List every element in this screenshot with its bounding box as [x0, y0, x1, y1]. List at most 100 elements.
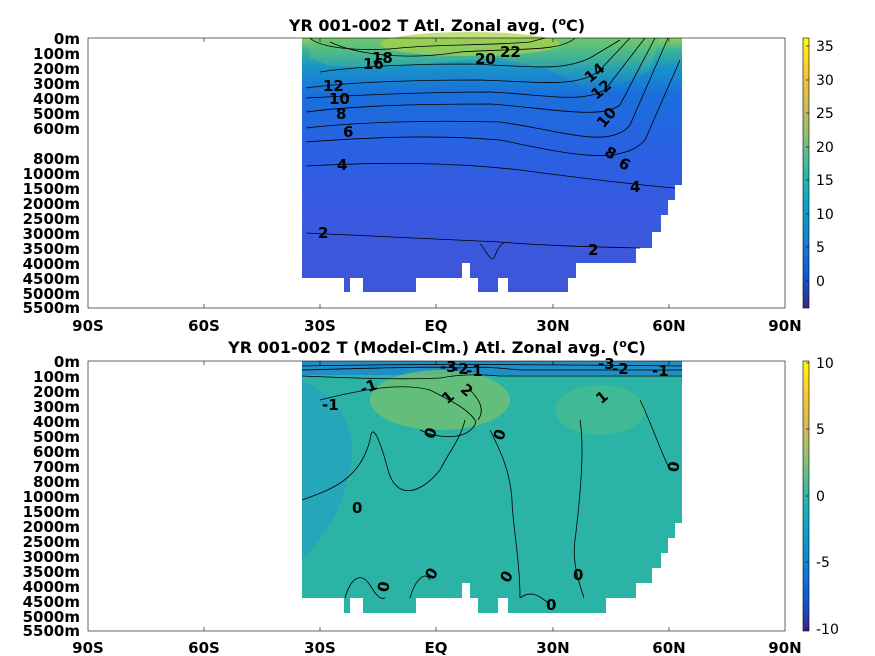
x-tick-marks — [203, 361, 670, 631]
y-tick-label: 1000m — [23, 165, 80, 183]
y-tick-label: 2000m — [23, 195, 80, 213]
x-tick-label: 30N — [536, 317, 569, 335]
y-tick-label: 800m — [33, 150, 80, 168]
x-tick-label: 30N — [536, 639, 569, 656]
contour-label: -1 — [322, 396, 339, 414]
anomaly-contours — [301, 364, 683, 606]
contour-label: -1 — [652, 362, 669, 380]
contour-label: 20 — [475, 50, 496, 68]
colorbar-tick: 20 — [816, 140, 834, 156]
panel-2-title: YR 001-002 T (Model-Clm.) Atl. Zonal avg… — [227, 337, 646, 357]
x-tick-marks — [203, 38, 670, 308]
contour-label: 0 — [546, 596, 556, 614]
contour-label: 0 — [573, 566, 583, 584]
y-axis: 0m 100m 200m 300m 400m 500m 600m 800m 10… — [23, 30, 80, 317]
x-tick-label: EQ — [425, 639, 448, 656]
x-tick-label: 30S — [304, 639, 336, 656]
colorbar-tick: 25 — [816, 106, 834, 122]
x-tick-label: 90N — [768, 317, 801, 335]
axes-box — [87, 360, 786, 632]
colorbar-2: 10 5 0 -5 -10 — [802, 356, 839, 638]
contour-label: 8 — [336, 105, 346, 123]
contour-label: 2 — [318, 224, 328, 242]
contour-label: 16 — [363, 55, 384, 73]
x-tick-label: 90S — [72, 317, 104, 335]
y-tick-label: 300m — [33, 398, 80, 416]
y-tick-label: 4000m — [23, 578, 80, 596]
y-tick-label: 1000m — [23, 488, 80, 506]
contour-label: 6 — [343, 123, 353, 141]
y-tick-label: 5500m — [23, 622, 80, 640]
x-tick-label: 90S — [72, 639, 104, 656]
y-tick-label: 5500m — [23, 299, 80, 317]
contour-label: 22 — [500, 43, 521, 61]
y-tick-label: 600m — [33, 443, 80, 461]
x-tick-label: 60S — [188, 639, 220, 656]
y-tick-label: 3000m — [23, 225, 80, 243]
y-tick-label: 100m — [33, 368, 80, 386]
panel-1-title: YR 001-002 T Atl. Zonal avg. (oC) — [288, 15, 585, 35]
colorbar-tick: 15 — [816, 173, 834, 189]
x-axis: 90S 60S 30S EQ 30N 60N 90N — [72, 639, 802, 656]
anomaly-warm-patch — [555, 385, 645, 435]
contour-label: 0 — [352, 499, 362, 517]
contour-label: 4 — [630, 178, 640, 196]
y-tick-label: 2500m — [23, 210, 80, 228]
x-tick-label: 30S — [304, 317, 336, 335]
x-tick-label: EQ — [425, 317, 448, 335]
temperature-field — [302, 38, 682, 292]
contour-label: 0 — [664, 460, 684, 473]
contour-label: 10 — [329, 90, 350, 108]
contour-label: 12 — [323, 77, 344, 95]
y-tick-label: 1500m — [23, 180, 80, 198]
colorbar-tick: 30 — [816, 73, 834, 89]
colorbar-gradient — [802, 37, 810, 309]
x-axis: 90S 60S 30S EQ 30N 60N 90N — [72, 317, 802, 335]
colorbar-tick: 0 — [816, 489, 825, 505]
colorbar-tick: 5 — [816, 422, 825, 438]
x-tick-label: 90N — [768, 639, 801, 656]
y-tick-label: 2500m — [23, 533, 80, 551]
warm-core — [380, 32, 560, 56]
y-tick-label: 4500m — [23, 593, 80, 611]
y-axis: 0m 100m 200m 300m 400m 500m 600m 700m 80… — [23, 353, 80, 640]
y-tick-label: 2000m — [23, 518, 80, 536]
y-tick-label: 3000m — [23, 548, 80, 566]
y-tick-label: 0m — [54, 30, 80, 48]
y-tick-label: 500m — [33, 428, 80, 446]
contour-label: -1 — [466, 362, 483, 380]
y-tick-label: 200m — [33, 383, 80, 401]
colorbar-tick: 10 — [816, 356, 834, 372]
colorbar-tick: 5 — [816, 240, 825, 256]
x-tick-label: 60N — [652, 317, 685, 335]
contour-label: -3 — [598, 355, 615, 373]
y-tick-label: 0m — [54, 353, 80, 371]
temperature-contours — [305, 37, 681, 260]
contour-label: 18 — [372, 49, 393, 67]
contour-label: -2 — [452, 360, 469, 378]
y-tick-label: 400m — [33, 413, 80, 431]
contour-label: -2 — [612, 360, 629, 378]
y-tick-label: 4000m — [23, 255, 80, 273]
contour-label: -3 — [440, 358, 457, 376]
colorbar-tick: 35 — [816, 39, 834, 55]
y-tick-label: 3500m — [23, 563, 80, 581]
y-tick-label: 500m — [33, 105, 80, 123]
y-tick-label: 5000m — [23, 608, 80, 626]
anomaly-warm-patch — [370, 370, 510, 430]
panel-anomaly: YR 001-002 T (Model-Clm.) Atl. Zonal avg… — [23, 337, 839, 656]
y-tick-label: 1500m — [23, 503, 80, 521]
colorbar-tick: 0 — [816, 274, 825, 290]
colorbar-tick: -5 — [816, 555, 830, 571]
contour-label: 0 — [374, 580, 394, 593]
y-tick-label: 300m — [33, 75, 80, 93]
axes-box — [87, 37, 786, 309]
y-tick-label: 600m — [33, 120, 80, 138]
x-tick-label: 60N — [652, 639, 685, 656]
x-tick-label: 60S — [188, 317, 220, 335]
y-tick-label: 3500m — [23, 240, 80, 258]
y-tick-label: 200m — [33, 60, 80, 78]
contour-label: 4 — [337, 156, 347, 174]
contour-label: 2 — [588, 241, 598, 259]
